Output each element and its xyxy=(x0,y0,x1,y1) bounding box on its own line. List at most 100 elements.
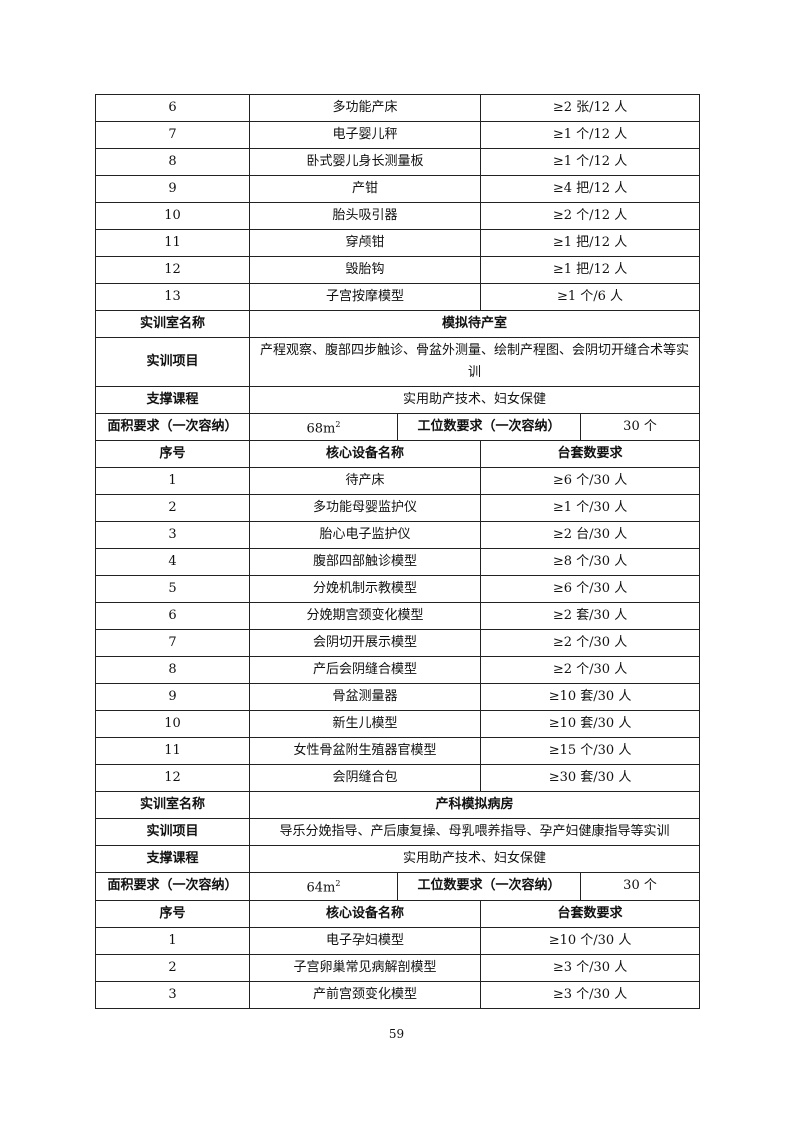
equipment-quantity: ≥10 个/30 人 xyxy=(480,926,701,955)
course-row: 支撑课程 实用助产技术、妇女保健 xyxy=(95,386,701,414)
row-number: 7 xyxy=(95,629,250,658)
header-row: 序号 核心设备名称 台套数要求 xyxy=(95,899,701,928)
row-number: 9 xyxy=(95,175,250,203)
row-number: 11 xyxy=(95,737,250,766)
equipment-row: 7 电子婴儿秤 ≥1 个/12 人 xyxy=(95,121,701,149)
row-number: 13 xyxy=(95,283,250,311)
equipment-name: 多功能母婴监护仪 xyxy=(248,494,482,523)
equipment-name: 骨盆测量器 xyxy=(248,683,482,712)
row-number: 3 xyxy=(95,980,250,1009)
area-number: 64m xyxy=(306,880,336,896)
equipment-row: 6 分娩期宫颈变化模型 ≥2 套/30 人 xyxy=(95,602,701,631)
area-unit-superscript: 2 xyxy=(335,420,341,429)
course-label: 支撑课程 xyxy=(95,386,250,414)
equipment-row: 10 新生儿模型 ≥10 套/30 人 xyxy=(95,710,701,739)
equipment-name: 产前宫颈变化模型 xyxy=(248,980,482,1009)
equipment-quantity: ≥15 个/30 人 xyxy=(480,737,701,766)
equipment-row: 7 会阴切开展示模型 ≥2 个/30 人 xyxy=(95,629,701,658)
row-number: 2 xyxy=(95,953,250,982)
equipment-row: 5 分娩机制示教模型 ≥6 个/30 人 xyxy=(95,575,701,604)
equipment-row: 6 多功能产床 ≥2 张/12 人 xyxy=(95,94,701,122)
equipment-quantity: ≥30 套/30 人 xyxy=(480,764,701,793)
equipment-row: 4 腹部四部触诊模型 ≥8 个/30 人 xyxy=(95,548,701,577)
equipment-row: 8 产后会阴缝合模型 ≥2 个/30 人 xyxy=(95,656,701,685)
area-row: 面积要求（一次容纳） 64m2 工位数要求（一次容纳） 30 个 xyxy=(95,872,701,901)
equipment-name: 多功能产床 xyxy=(248,94,482,122)
area-label: 面积要求（一次容纳） xyxy=(95,872,250,901)
equipment-quantity: ≥2 张/12 人 xyxy=(480,94,701,122)
row-number: 4 xyxy=(95,548,250,577)
room-name-row: 实训室名称 产科模拟病房 xyxy=(95,791,701,820)
row-number: 1 xyxy=(95,467,250,496)
equipment-quantity: ≥3 个/30 人 xyxy=(480,980,701,1009)
equipment-quantity: ≥8 个/30 人 xyxy=(480,548,701,577)
stations-value: 30 个 xyxy=(580,412,701,442)
row-number: 9 xyxy=(95,683,250,712)
room-name-label: 实训室名称 xyxy=(95,791,250,820)
area-unit-superscript: 2 xyxy=(335,879,341,889)
equipment-row: 9 产钳 ≥4 把/12 人 xyxy=(95,175,701,203)
equipment-quantity: ≥3 个/30 人 xyxy=(480,953,701,982)
row-number: 12 xyxy=(95,256,250,284)
equipment-row: 13 子宫按摩模型 ≥1 个/6 人 xyxy=(95,283,701,311)
equipment-quantity: ≥1 把/12 人 xyxy=(480,229,701,257)
equipment-name: 子宫卵巢常见病解剖模型 xyxy=(248,953,482,982)
course-label: 支撑课程 xyxy=(95,845,250,874)
equipment-name: 毁胎钩 xyxy=(248,256,482,284)
row-number: 10 xyxy=(95,202,250,230)
area-label: 面积要求（一次容纳） xyxy=(95,412,250,442)
row-number: 1 xyxy=(95,926,250,955)
equipment-name: 胎头吸引器 xyxy=(248,202,482,230)
equipment-name: 新生儿模型 xyxy=(248,710,482,739)
equipment-quantity: ≥10 套/30 人 xyxy=(480,710,701,739)
equipment-quantity: ≥1 个/6 人 xyxy=(480,283,701,311)
equipment-quantity: ≥1 个/30 人 xyxy=(480,494,701,523)
equipment-name: 会阴切开展示模型 xyxy=(248,629,482,658)
area-value: 64m2 xyxy=(249,872,398,901)
row-number: 3 xyxy=(95,521,250,550)
equipment-quantity: ≥2 套/30 人 xyxy=(480,602,701,631)
equipment-row: 11 穿颅钳 ≥1 把/12 人 xyxy=(95,229,701,257)
header-no: 序号 xyxy=(95,440,250,469)
course-value: 实用助产技术、妇女保健 xyxy=(248,845,701,874)
equipment-quantity: ≥6 个/30 人 xyxy=(480,467,701,496)
stations-label: 工位数要求（一次容纳） xyxy=(396,412,582,442)
equipment-quantity: ≥2 个/12 人 xyxy=(480,202,701,230)
equipment-quantity: ≥1 个/12 人 xyxy=(480,148,701,176)
equipment-name: 子宫按摩模型 xyxy=(248,283,482,311)
stations-value: 30 个 xyxy=(580,872,701,901)
equipment-name: 会阴缝合包 xyxy=(248,764,482,793)
project-value: 产程观察、腹部四步触诊、骨盆外测量、绘制产程图、会阴切开缝合术等实训 xyxy=(248,337,701,387)
equipment-row: 11 女性骨盆附生殖器官模型 ≥15 个/30 人 xyxy=(95,737,701,766)
project-row: 实训项目 产程观察、腹部四步触诊、骨盆外测量、绘制产程图、会阴切开缝合术等实训 xyxy=(95,337,701,387)
area-number: 68m xyxy=(306,421,336,437)
room-name-label: 实训室名称 xyxy=(95,310,250,338)
equipment-quantity: ≥10 套/30 人 xyxy=(480,683,701,712)
equipment-name: 产钳 xyxy=(248,175,482,203)
equipment-name: 胎心电子监护仪 xyxy=(248,521,482,550)
equipment-name: 待产床 xyxy=(248,467,482,496)
project-label: 实训项目 xyxy=(95,818,250,847)
header-quantity: 台套数要求 xyxy=(480,899,701,928)
room-name: 产科模拟病房 xyxy=(248,791,701,820)
row-number: 2 xyxy=(95,494,250,523)
equipment-name: 电子婴儿秤 xyxy=(248,121,482,149)
project-label: 实训项目 xyxy=(95,337,250,387)
room-name-row: 实训室名称 模拟待产室 xyxy=(95,310,701,338)
row-number: 5 xyxy=(95,575,250,604)
row-number: 8 xyxy=(95,148,250,176)
equipment-quantity: ≥2 个/30 人 xyxy=(480,629,701,658)
equipment-name: 分娩机制示教模型 xyxy=(248,575,482,604)
project-row: 实训项目 导乐分娩指导、产后康复操、母乳喂养指导、孕产妇健康指导等实训 xyxy=(95,818,701,847)
equipment-name: 穿颅钳 xyxy=(248,229,482,257)
page-number: 59 xyxy=(388,1027,405,1041)
equipment-name: 电子孕妇模型 xyxy=(248,926,482,955)
equipment-quantity: ≥1 个/12 人 xyxy=(480,121,701,149)
equipment-name: 女性骨盆附生殖器官模型 xyxy=(248,737,482,766)
equipment-quantity: ≥6 个/30 人 xyxy=(480,575,701,604)
equipment-row: 1 电子孕妇模型 ≥10 个/30 人 xyxy=(95,926,701,955)
equipment-row: 3 胎心电子监护仪 ≥2 台/30 人 xyxy=(95,521,701,550)
equipment-row: 2 多功能母婴监护仪 ≥1 个/30 人 xyxy=(95,494,701,523)
equipment-name: 卧式婴儿身长测量板 xyxy=(248,148,482,176)
equipment-name: 分娩期宫颈变化模型 xyxy=(248,602,482,631)
